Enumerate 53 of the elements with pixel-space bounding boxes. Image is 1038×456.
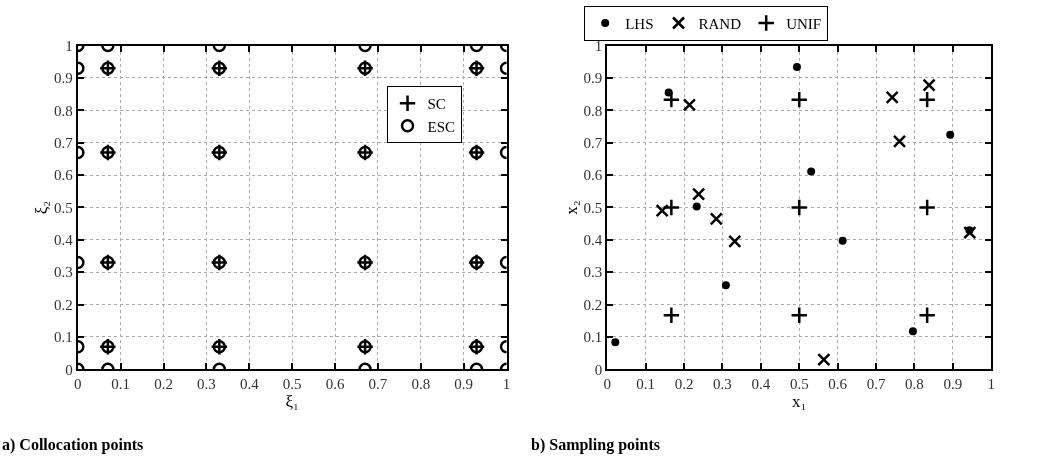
x-axis-title: x₁ xyxy=(792,392,807,412)
y-tick-label: 0.4 xyxy=(54,232,74,249)
y-axis-title: ξ₂ xyxy=(32,200,52,215)
y-tick-label: 0.6 xyxy=(583,167,603,184)
y-tick-label: 0.9 xyxy=(583,70,603,87)
text: a) Collocation points xyxy=(2,436,144,454)
x-tick-label: 0.3 xyxy=(713,376,732,393)
x-tick-label: 0.1 xyxy=(636,376,656,393)
y-tick-label: 0.2 xyxy=(54,296,73,313)
x-tick-label: 0.4 xyxy=(751,376,771,393)
legend-label: LHS xyxy=(625,15,654,32)
x-tick-label: 0.3 xyxy=(197,376,216,393)
y-tick-label: 0.5 xyxy=(583,199,603,216)
legend-label: SC xyxy=(427,96,446,113)
x-tick-label: 0.9 xyxy=(943,376,963,393)
legend-label: UNIF xyxy=(786,15,822,32)
x-tick-label: 0.2 xyxy=(674,376,694,393)
legend-label: RAND xyxy=(698,15,742,32)
y-tick-label: 0.9 xyxy=(54,70,73,87)
x-tick-label: 0.6 xyxy=(828,376,848,393)
x-tick-label: 1 xyxy=(502,376,511,393)
y-tick-label: 0.7 xyxy=(583,134,603,151)
y-tick-label: 0.8 xyxy=(583,102,603,119)
x-tick-label: 1 xyxy=(987,376,996,393)
x-tick-label: 0.8 xyxy=(905,376,924,393)
x-tick-label: 0.4 xyxy=(239,376,260,393)
y-tick-label: 0.5 xyxy=(54,199,73,216)
y-tick-label: 1 xyxy=(594,37,603,54)
y-tick-label: 0.3 xyxy=(583,264,603,281)
y-tick-label: 0 xyxy=(65,361,73,378)
x-tick-label: 0.1 xyxy=(111,376,131,393)
y-axis-title: x₂ xyxy=(561,200,581,215)
y-tick-label: 0.1 xyxy=(54,329,73,346)
y-tick-label: 0.2 xyxy=(583,296,603,313)
y-tick-label: 1 xyxy=(65,37,73,54)
x-tick-label: 0.5 xyxy=(789,376,809,393)
x-tick-label: 0.2 xyxy=(154,376,173,393)
x-tick-label: 0.8 xyxy=(411,376,431,393)
y-tick-label: 0.7 xyxy=(54,134,74,151)
y-tick-label: 0.6 xyxy=(54,167,74,184)
y-tick-label: 0.4 xyxy=(583,232,603,249)
x-tick-label: 0.5 xyxy=(282,376,302,393)
y-tick-label: 0.8 xyxy=(54,102,73,119)
x-tick-label: 0.7 xyxy=(368,376,388,393)
y-tick-label: 0.1 xyxy=(583,329,603,346)
legend-label: ESC xyxy=(427,118,456,135)
x-axis-title: ξ₁ xyxy=(285,392,299,412)
x-tick-label: 0.9 xyxy=(454,376,474,393)
x-tick-label: 0.6 xyxy=(325,376,345,393)
x-tick-label: 0.7 xyxy=(866,376,886,393)
y-tick-label: 0 xyxy=(594,361,603,378)
y-tick-label: 0.3 xyxy=(54,264,73,281)
text: b) Sampling points xyxy=(531,436,660,454)
